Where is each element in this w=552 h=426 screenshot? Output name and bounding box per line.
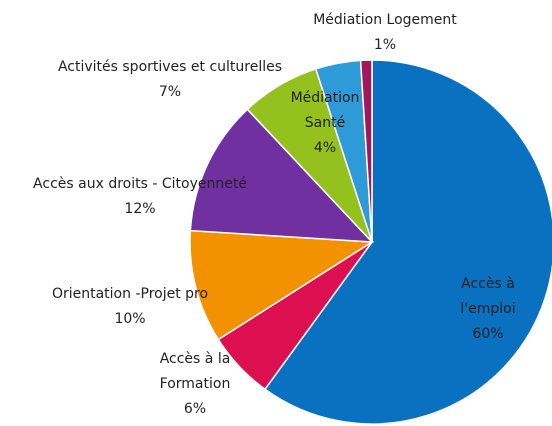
category-label: Accès aux droits - Citoyenneté	[33, 176, 247, 192]
category-label: Activités sportives et culturelles	[57, 59, 283, 75]
pie-slice	[263, 59, 552, 425]
value-label: 10%	[114, 311, 146, 327]
slice-label: Médiation Logement 1%	[313, 8, 457, 58]
pie-slice	[189, 108, 374, 243]
category-label: Accès à l'emploi	[460, 276, 516, 317]
category-label: Orientation -Projet pro	[51, 286, 209, 302]
value-label: 1%	[373, 37, 397, 53]
slice-label: Activités sportives et culturelles 7%	[58, 55, 282, 105]
category-label: Accès à la Formation	[159, 351, 231, 392]
value-label: 60%	[472, 326, 504, 342]
pie-slice	[359, 59, 373, 243]
pie-slice	[189, 229, 375, 341]
value-label: 7%	[158, 84, 182, 100]
slice-label: Accès à l'emploi 60%	[453, 272, 523, 347]
category-label: Médiation Logement	[313, 12, 457, 28]
slice-label: Accès à la Formation 6%	[145, 347, 245, 422]
value-label: 4%	[313, 140, 337, 156]
slice-label: Accès aux droits - Citoyenneté 12%	[33, 172, 247, 222]
slice-label: Médiation Santé 4%	[285, 86, 365, 161]
slice-label: Orientation -Projet pro 10%	[52, 282, 208, 332]
category-label: Médiation Santé	[290, 90, 360, 131]
value-label: 6%	[183, 401, 207, 417]
value-label: 12%	[124, 201, 156, 217]
